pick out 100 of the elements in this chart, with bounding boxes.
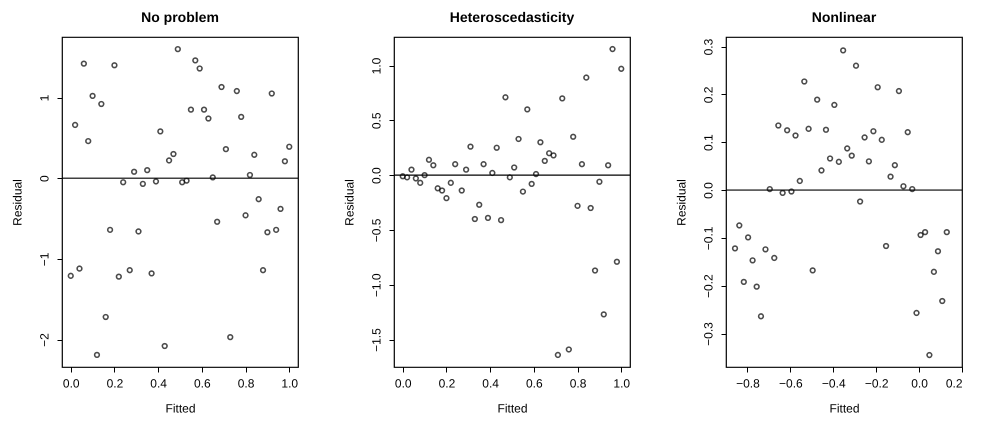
x-tick-label: 0.4 xyxy=(150,376,168,390)
point xyxy=(566,346,572,353)
point xyxy=(251,152,258,158)
point xyxy=(861,134,868,141)
point xyxy=(578,161,586,168)
chart-title: Heteroscedasticity xyxy=(450,9,574,25)
point xyxy=(758,313,764,320)
point xyxy=(192,57,198,64)
point xyxy=(896,88,902,94)
point xyxy=(200,106,208,113)
point xyxy=(264,229,271,236)
chart-title: Nonlinear xyxy=(812,9,877,25)
point xyxy=(892,162,898,168)
point xyxy=(89,92,96,100)
point xyxy=(805,126,812,132)
point xyxy=(157,128,164,135)
point xyxy=(277,206,284,212)
point xyxy=(472,216,478,222)
point xyxy=(116,273,122,280)
point xyxy=(452,161,458,168)
point xyxy=(762,246,769,252)
x-tick-label: −0.2 xyxy=(864,376,889,390)
y-tick-label: −0.5 xyxy=(370,218,384,242)
point xyxy=(878,136,885,143)
x-tick-label: 0.0 xyxy=(911,376,928,390)
point xyxy=(736,222,742,229)
point xyxy=(934,248,942,254)
point xyxy=(744,234,752,241)
point xyxy=(922,228,928,236)
point xyxy=(810,267,816,274)
point xyxy=(775,122,782,129)
point xyxy=(840,47,846,54)
point xyxy=(542,158,548,164)
point xyxy=(515,136,522,142)
point xyxy=(574,202,581,209)
x-tick-label: −0.4 xyxy=(822,376,846,390)
x-tick-label: 0.8 xyxy=(238,376,255,390)
point xyxy=(166,157,172,164)
point xyxy=(242,212,249,218)
point xyxy=(550,152,557,159)
y-tick-label: −0.3 xyxy=(702,322,716,346)
point xyxy=(438,187,446,194)
point xyxy=(826,155,834,162)
point xyxy=(484,214,492,222)
point xyxy=(618,66,624,72)
point xyxy=(480,161,487,168)
point xyxy=(848,152,855,159)
point xyxy=(792,132,799,139)
point xyxy=(135,228,142,235)
y-axis-title: Residual xyxy=(10,179,24,226)
point xyxy=(554,352,562,358)
point xyxy=(448,180,454,186)
point xyxy=(106,226,114,233)
x-tick-label: 0.6 xyxy=(526,376,544,390)
point xyxy=(205,115,212,122)
point xyxy=(400,173,406,180)
point xyxy=(609,46,616,52)
x-tick-label: 0.2 xyxy=(946,376,963,390)
y-tick-label: −2 xyxy=(38,332,52,347)
y-tick-label: 0.3 xyxy=(702,38,716,56)
x-axis-title: Fitted xyxy=(497,402,528,416)
point xyxy=(771,254,778,262)
point xyxy=(831,102,838,108)
point xyxy=(524,106,530,112)
point xyxy=(498,216,504,224)
point xyxy=(926,352,933,358)
x-axis-title: Fitted xyxy=(829,402,860,416)
point xyxy=(749,257,756,264)
point xyxy=(788,188,795,195)
point xyxy=(559,95,566,102)
point xyxy=(408,166,415,173)
point xyxy=(856,198,864,205)
point xyxy=(140,180,146,187)
point xyxy=(489,170,496,176)
point xyxy=(144,166,150,174)
point xyxy=(174,46,181,52)
point xyxy=(796,178,803,184)
point xyxy=(120,179,126,186)
x-tick-label: 0.4 xyxy=(482,376,500,390)
point xyxy=(170,150,177,158)
point xyxy=(183,177,190,184)
y-tick-label: 0.0 xyxy=(702,182,716,199)
point xyxy=(583,74,590,81)
x-tick-label: 0.2 xyxy=(106,376,124,390)
point xyxy=(732,245,738,252)
point xyxy=(882,242,890,250)
point xyxy=(102,314,109,320)
x-tick-label: 0.8 xyxy=(570,376,587,390)
point xyxy=(520,188,526,195)
point xyxy=(537,139,544,146)
point xyxy=(852,62,860,69)
point xyxy=(600,311,607,318)
point xyxy=(94,352,100,358)
point xyxy=(754,284,760,290)
x-tick-label: −0.8 xyxy=(736,376,760,390)
point xyxy=(913,310,920,316)
point xyxy=(98,100,104,108)
point xyxy=(887,174,894,180)
point xyxy=(80,60,87,67)
point xyxy=(874,84,881,90)
